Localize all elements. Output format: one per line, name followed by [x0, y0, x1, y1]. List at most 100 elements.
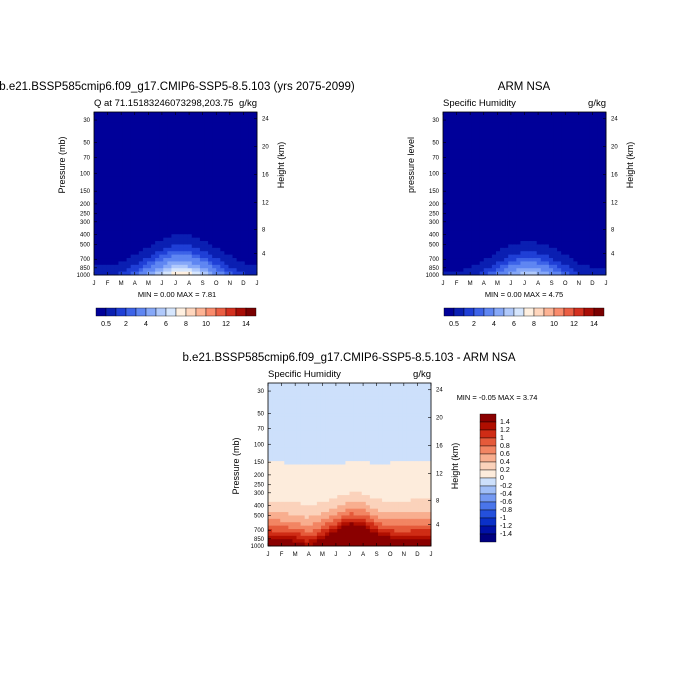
field-cell — [312, 413, 318, 418]
field-cell — [110, 237, 115, 242]
field-cell — [544, 254, 550, 259]
field-cell — [536, 207, 542, 211]
field-cell — [142, 271, 148, 276]
field-cell — [228, 210, 233, 215]
field-cell — [329, 454, 334, 459]
field-cell — [463, 271, 468, 276]
field-cell — [443, 268, 448, 273]
field-cell — [280, 508, 285, 513]
field-cell — [467, 224, 472, 228]
field-cell — [325, 410, 330, 414]
field-cell — [597, 217, 603, 222]
field-cell — [228, 145, 233, 150]
field-cell — [447, 135, 452, 140]
field-cell — [300, 457, 306, 462]
field-cell — [228, 179, 233, 184]
field-cell — [167, 220, 172, 225]
field-cell — [224, 234, 229, 239]
field-cell — [122, 241, 127, 245]
field-cell — [159, 128, 164, 133]
field-cell — [272, 471, 277, 476]
panel-diff-title: b.e21.BSSP585cmip6.f09_g17.CMIP6-SSP5-8.… — [182, 352, 515, 364]
field-cell — [557, 186, 562, 191]
field-cell — [130, 159, 136, 164]
field-cell — [561, 203, 566, 208]
field-cell — [244, 230, 250, 235]
field-cell — [171, 142, 176, 147]
field-cell — [589, 193, 595, 198]
field-cell — [463, 193, 468, 198]
field-cell — [553, 139, 558, 143]
field-cell — [296, 423, 301, 428]
field-cell — [183, 200, 189, 205]
field-cell — [569, 118, 574, 123]
field-cell — [130, 264, 136, 269]
field-cell — [216, 179, 221, 184]
field-cell — [508, 261, 513, 266]
field-cell — [146, 227, 152, 232]
field-cell — [471, 196, 476, 201]
field-cell — [272, 518, 277, 523]
field-cell — [175, 224, 180, 228]
field-cell — [341, 423, 346, 428]
field-cell — [491, 264, 497, 269]
colorbar-swatch — [205, 307, 217, 317]
field-cell — [216, 268, 221, 273]
field-cell — [244, 261, 250, 266]
field-cell — [232, 258, 238, 262]
field-cell — [114, 230, 119, 235]
field-cell — [544, 261, 550, 266]
field-cell — [337, 383, 342, 387]
field-cell — [325, 440, 330, 445]
field-cell — [475, 258, 481, 262]
field-cell — [232, 224, 238, 228]
field-cell — [316, 437, 322, 442]
field-cell — [325, 461, 330, 465]
field-cell — [208, 186, 213, 191]
field-cell — [451, 234, 456, 239]
field-cell — [443, 183, 448, 188]
field-cell — [463, 217, 468, 222]
field-cell — [447, 264, 452, 269]
field-cell — [106, 190, 111, 194]
field-cell — [151, 159, 156, 164]
field-cell — [308, 467, 314, 472]
field-cell — [479, 159, 485, 164]
field-cell — [252, 237, 258, 242]
field-cell — [268, 444, 273, 448]
field-cell — [146, 128, 152, 133]
field-cell — [224, 210, 229, 215]
field-cell — [284, 484, 289, 489]
field-cell — [268, 413, 273, 418]
field-cell — [548, 261, 554, 266]
field-cell — [483, 234, 489, 239]
field-cell — [272, 525, 277, 530]
field-cell — [288, 464, 293, 469]
field-cell — [94, 200, 99, 205]
field-cell — [98, 234, 103, 239]
field-cell — [276, 413, 281, 418]
colorbar-label: 8 — [184, 321, 188, 328]
field-cell — [114, 203, 119, 208]
field-cell — [316, 423, 322, 428]
field-cell — [479, 234, 485, 239]
field-cell — [183, 241, 189, 245]
field-cell — [520, 159, 525, 164]
field-cell — [532, 217, 538, 222]
field-cell — [520, 193, 525, 198]
field-cell — [220, 145, 225, 150]
field-cell — [220, 227, 225, 232]
field-cell — [561, 251, 566, 256]
field-cell — [451, 132, 456, 137]
field-cell — [308, 488, 314, 493]
field-cell — [581, 261, 587, 266]
field-cell — [216, 220, 221, 225]
field-cell — [106, 149, 111, 154]
field-cell — [471, 183, 476, 188]
field-cell — [557, 203, 562, 208]
field-cell — [536, 230, 542, 235]
field-cell — [240, 196, 246, 201]
field-cell — [540, 234, 546, 239]
field-cell — [126, 271, 132, 276]
field-cell — [208, 234, 213, 239]
